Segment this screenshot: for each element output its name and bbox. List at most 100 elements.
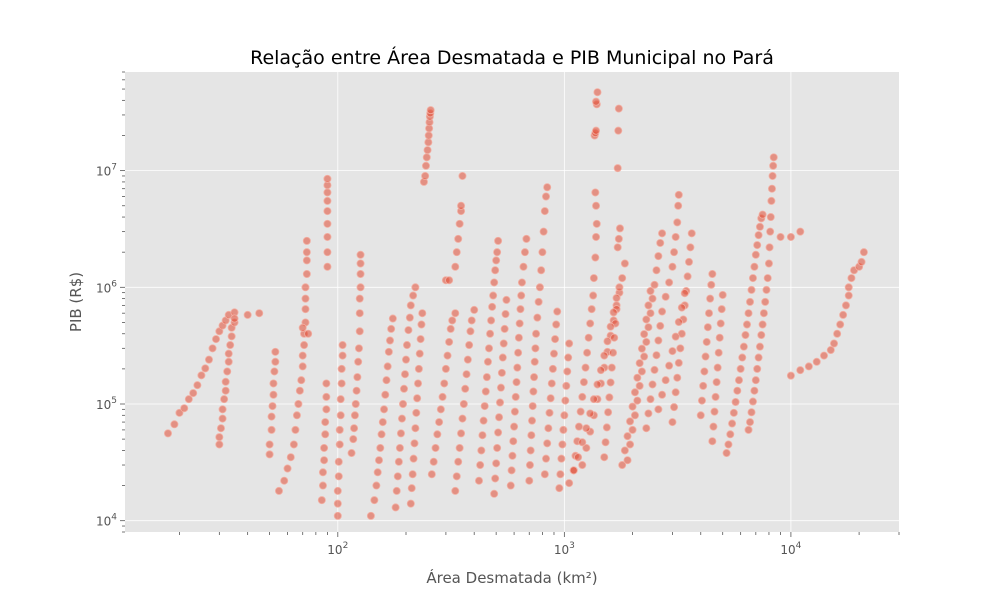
- scatter-point: [652, 266, 661, 275]
- scatter-point: [483, 357, 492, 366]
- scatter-point: [455, 443, 464, 452]
- scatter-point: [548, 364, 557, 373]
- scatter-point: [711, 392, 720, 401]
- scatter-point: [563, 367, 572, 376]
- scatter-point: [826, 346, 835, 355]
- y-tick-base: 10: [96, 515, 111, 529]
- scatter-point: [317, 496, 326, 505]
- scatter-point: [224, 349, 233, 358]
- scatter-point: [724, 440, 733, 449]
- x-tick-exponent: 2: [343, 541, 349, 551]
- scatter-point: [830, 339, 839, 348]
- scatter-point: [301, 305, 310, 314]
- scatter-point: [427, 470, 436, 479]
- scatter-point: [405, 313, 414, 322]
- scatter-point: [491, 474, 500, 483]
- scatter-point: [184, 395, 193, 404]
- scatter-point: [605, 393, 614, 402]
- scatter-point: [677, 303, 686, 312]
- scatter-point: [500, 324, 509, 333]
- scatter-point: [512, 378, 521, 387]
- scatter-point: [553, 307, 562, 316]
- scatter-point: [445, 337, 454, 346]
- scatter-point: [758, 320, 767, 329]
- scatter-point: [671, 332, 680, 341]
- scatter-point: [490, 489, 499, 498]
- scatter-point: [528, 416, 537, 425]
- y-tick-base: 10: [96, 398, 111, 412]
- scatter-point: [628, 425, 637, 434]
- scatter-point: [565, 339, 574, 348]
- scatter-point: [334, 472, 343, 481]
- scatter-point: [467, 316, 476, 325]
- scatter-point: [230, 314, 239, 323]
- scatter-point: [648, 294, 657, 303]
- scatter-point: [712, 378, 721, 387]
- scatter-point: [323, 196, 332, 205]
- scatter-point: [476, 461, 485, 470]
- scatter-point: [321, 430, 330, 439]
- scatter-point: [615, 283, 624, 292]
- scatter-point: [404, 326, 413, 335]
- scatter-point: [452, 472, 461, 481]
- scatter-point: [350, 411, 359, 420]
- scatter-point: [714, 348, 723, 357]
- scatter-point: [731, 398, 740, 407]
- scatter-point: [193, 381, 202, 390]
- scatter-point: [356, 259, 365, 268]
- scatter-point: [612, 293, 621, 302]
- scatter-point: [218, 414, 227, 423]
- scatter-point: [600, 453, 609, 462]
- scatter-point: [301, 294, 310, 303]
- scatter-point: [633, 373, 642, 382]
- scatter-point: [665, 278, 674, 287]
- scatter-point: [478, 431, 487, 440]
- scatter-point: [640, 352, 649, 361]
- scatter-point: [744, 425, 753, 434]
- scatter-point: [530, 373, 539, 382]
- scatter-point: [747, 408, 756, 417]
- x-tick-base: 10: [327, 543, 342, 557]
- scatter-point: [216, 424, 225, 433]
- scatter-point: [603, 337, 612, 346]
- scatter-point: [796, 366, 805, 375]
- scatter-point: [509, 437, 518, 446]
- scatter-point: [560, 411, 569, 420]
- scatter-point: [626, 417, 635, 426]
- scatter-point: [323, 174, 332, 183]
- y-tick-label: 105: [96, 396, 117, 412]
- scatter-point: [697, 396, 706, 405]
- scatter-point: [708, 437, 717, 446]
- scatter-point: [458, 414, 467, 423]
- scatter-point: [436, 405, 445, 414]
- scatter-point: [197, 371, 206, 380]
- scatter-point: [844, 283, 853, 292]
- scatter-point: [479, 416, 488, 425]
- scatter-point: [592, 219, 601, 228]
- scatter-point: [820, 351, 829, 360]
- scatter-point: [593, 88, 602, 97]
- y-tick-exponent: 4: [111, 513, 117, 523]
- scatter-point: [596, 366, 605, 375]
- scatter-point: [705, 309, 714, 318]
- scatter-point: [515, 319, 524, 328]
- scatter-point: [586, 409, 595, 418]
- scatter-point: [493, 248, 502, 257]
- scatter-point: [451, 486, 460, 495]
- scatter-point: [349, 435, 358, 444]
- scatter-point: [556, 470, 565, 479]
- scatter-point: [441, 364, 450, 373]
- scatter-point: [414, 364, 423, 373]
- scatter-point: [490, 278, 499, 287]
- scatter-point: [786, 232, 795, 241]
- scatter-point: [535, 283, 544, 292]
- scatter-point: [351, 399, 360, 408]
- scatter-point: [269, 390, 278, 399]
- scatter-point: [661, 292, 670, 301]
- scatter-point: [528, 402, 537, 411]
- scatter-point: [609, 308, 618, 317]
- scatter-point: [459, 399, 468, 408]
- x-tick-base: 10: [554, 543, 569, 557]
- scatter-point: [398, 399, 407, 408]
